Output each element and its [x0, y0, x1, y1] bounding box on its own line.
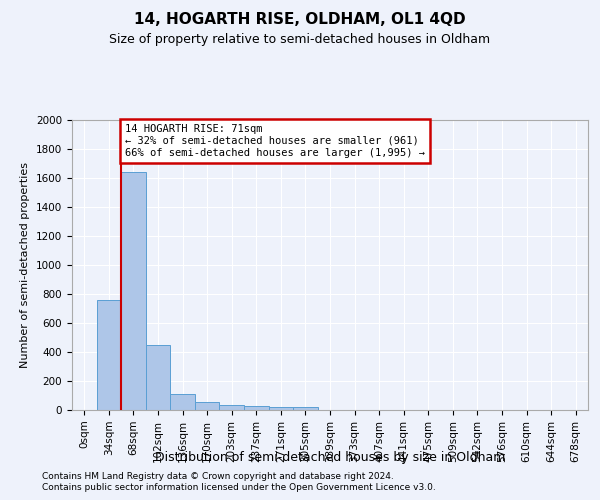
Bar — [170, 394, 195, 410]
Bar — [244, 406, 269, 410]
Y-axis label: Number of semi-detached properties: Number of semi-detached properties — [20, 162, 31, 368]
Text: Size of property relative to semi-detached houses in Oldham: Size of property relative to semi-detach… — [109, 32, 491, 46]
Bar — [195, 402, 220, 410]
Bar — [146, 346, 170, 410]
Text: Distribution of semi-detached houses by size in Oldham: Distribution of semi-detached houses by … — [155, 451, 505, 464]
Bar — [97, 300, 121, 410]
Bar — [121, 172, 146, 410]
Bar — [269, 407, 293, 410]
Bar — [293, 408, 318, 410]
Text: Contains public sector information licensed under the Open Government Licence v3: Contains public sector information licen… — [42, 484, 436, 492]
Bar — [220, 405, 244, 410]
Text: Contains HM Land Registry data © Crown copyright and database right 2024.: Contains HM Land Registry data © Crown c… — [42, 472, 394, 481]
Text: 14, HOGARTH RISE, OLDHAM, OL1 4QD: 14, HOGARTH RISE, OLDHAM, OL1 4QD — [134, 12, 466, 28]
Text: 14 HOGARTH RISE: 71sqm
← 32% of semi-detached houses are smaller (961)
66% of se: 14 HOGARTH RISE: 71sqm ← 32% of semi-det… — [125, 124, 425, 158]
